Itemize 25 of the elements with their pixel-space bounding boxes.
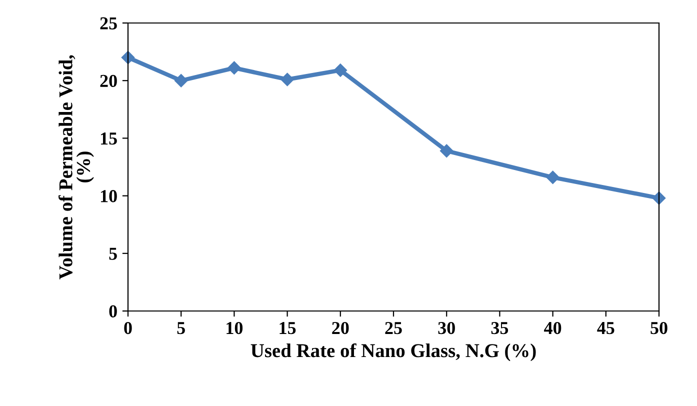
y-tick-label: 15: [100, 132, 117, 145]
x-tick-label: 10: [226, 322, 243, 334]
point: [280, 72, 294, 86]
x-tick-label: 45: [597, 322, 614, 334]
x-tick-label: 50: [650, 322, 668, 334]
x-tick-label: 30: [438, 322, 455, 334]
x-tick-label: 35: [491, 322, 508, 334]
x-tick-label: 0: [124, 322, 132, 334]
point: [174, 74, 188, 88]
y-tick-label: 0: [109, 305, 117, 318]
x-tick-label: 20: [332, 322, 349, 334]
x-tick-label: 40: [544, 322, 562, 334]
x-axis-title: Used Rate of Nano Glass, N.G (%): [250, 343, 536, 362]
point: [228, 61, 241, 75]
y-tick-label: 5: [109, 248, 117, 260]
x-tick-label: 15: [280, 322, 296, 334]
y-tick-label: 20: [100, 74, 117, 88]
point: [440, 144, 454, 158]
point: [546, 170, 560, 184]
x-tick-label: 5: [177, 322, 185, 334]
x-tick-label: 25: [385, 322, 402, 334]
y-tick-label: 25: [100, 17, 117, 30]
y-axis-title: Volume of Permeable Void, (%): [58, 55, 94, 280]
y-tick-label: 10: [100, 190, 117, 202]
point: [334, 64, 347, 77]
